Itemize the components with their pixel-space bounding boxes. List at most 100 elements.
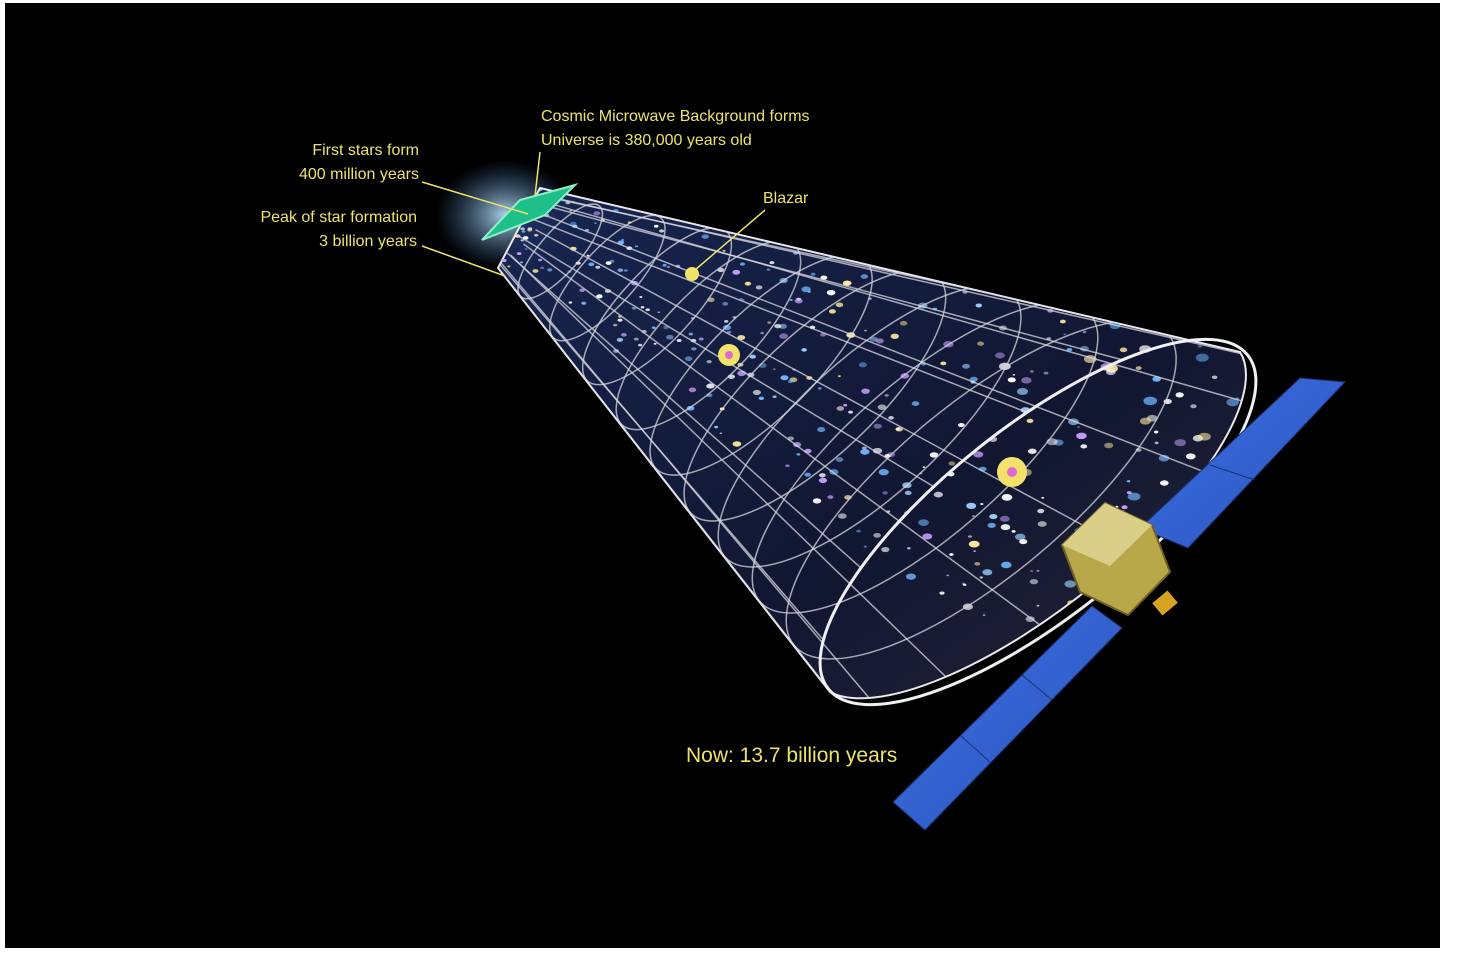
galaxy — [1080, 444, 1088, 449]
galaxy — [899, 320, 908, 326]
galaxy — [864, 329, 868, 332]
galaxy — [651, 326, 656, 329]
galaxy — [749, 354, 756, 359]
galaxy — [524, 248, 528, 250]
galaxy — [621, 238, 625, 241]
satellite-instrument — [1152, 590, 1178, 616]
galaxy — [1082, 330, 1087, 334]
cmb-label: Cosmic Microwave Background forms — [541, 108, 810, 125]
galaxy — [659, 229, 665, 233]
galaxy — [613, 323, 618, 327]
galaxy — [521, 230, 526, 233]
galaxy — [860, 448, 870, 455]
galaxy — [534, 233, 539, 237]
galaxy — [801, 286, 811, 293]
galaxy — [1211, 375, 1218, 380]
galaxy — [860, 274, 868, 279]
galaxy — [966, 502, 977, 510]
galaxy — [1026, 418, 1034, 423]
galaxy — [653, 224, 659, 228]
galaxy — [787, 380, 793, 384]
galaxy — [732, 269, 741, 275]
leader-line — [694, 209, 766, 271]
galaxy — [586, 254, 590, 257]
peak-age: 3 billion years — [319, 233, 417, 250]
galaxy — [907, 547, 911, 550]
galaxy — [858, 362, 867, 368]
galaxy — [1011, 530, 1016, 533]
galaxy — [838, 513, 847, 519]
galaxy — [570, 221, 577, 226]
galaxy — [881, 546, 890, 553]
galaxy — [1104, 442, 1114, 449]
galaxy — [911, 401, 920, 406]
galaxy — [869, 336, 878, 342]
galaxy — [778, 323, 788, 329]
galaxy — [722, 302, 729, 306]
galaxy — [1030, 570, 1034, 572]
galaxy — [794, 298, 803, 304]
galaxy — [957, 422, 965, 428]
galaxy — [1064, 580, 1076, 588]
galaxy — [888, 416, 894, 420]
galaxy — [836, 406, 845, 411]
grid-ring — [517, 203, 604, 300]
galaxy — [588, 262, 595, 267]
galaxy — [657, 311, 661, 314]
leader-line — [534, 151, 541, 197]
galaxy — [1025, 616, 1035, 622]
galaxy — [688, 387, 697, 393]
peak-label: Peak of star formation — [260, 209, 417, 226]
galaxy — [1014, 533, 1026, 541]
cone-grid — [498, 194, 1246, 699]
galaxy — [878, 468, 889, 476]
galaxy — [819, 473, 826, 478]
now-label: Now: 13.7 billion years — [686, 744, 897, 767]
galaxy — [948, 461, 956, 466]
galaxy — [968, 540, 980, 548]
grid-line — [498, 252, 824, 641]
galaxy — [772, 368, 776, 371]
galaxy — [617, 268, 624, 272]
galaxy — [828, 309, 836, 314]
galaxy — [843, 403, 848, 407]
galaxy — [796, 453, 801, 456]
galaxy — [766, 268, 771, 271]
first-stars-label: First stars form — [312, 142, 419, 159]
galaxy — [714, 425, 719, 429]
galaxy — [719, 432, 723, 435]
galaxy — [706, 383, 715, 389]
galaxy — [818, 387, 822, 390]
galaxy — [971, 515, 975, 517]
galaxy — [1198, 432, 1211, 441]
galaxy — [980, 502, 984, 506]
galaxy — [732, 441, 742, 447]
galaxy — [676, 338, 682, 343]
galaxy — [835, 302, 844, 308]
galaxy — [939, 591, 945, 595]
galaxy — [774, 323, 782, 329]
galaxy — [547, 268, 553, 272]
galaxy — [1226, 398, 1239, 407]
galaxy — [982, 569, 993, 576]
galaxy — [873, 423, 882, 429]
galaxy — [1041, 496, 1045, 499]
cmb-age: Universe is 380,000 years old — [541, 132, 752, 149]
galaxy — [1121, 505, 1128, 510]
galaxy — [724, 320, 729, 323]
galaxy — [977, 341, 984, 346]
grid-line — [498, 259, 829, 690]
galaxy — [633, 337, 639, 341]
galaxy — [706, 360, 712, 364]
leader-line — [421, 181, 529, 215]
galaxy — [1143, 396, 1158, 406]
galaxy — [752, 389, 761, 395]
galaxy — [962, 363, 971, 369]
galaxy — [975, 303, 983, 308]
galaxy — [538, 258, 543, 262]
galaxy — [684, 356, 693, 362]
grid-line — [547, 202, 1246, 405]
galaxy — [581, 301, 587, 305]
galaxy — [1077, 426, 1080, 428]
